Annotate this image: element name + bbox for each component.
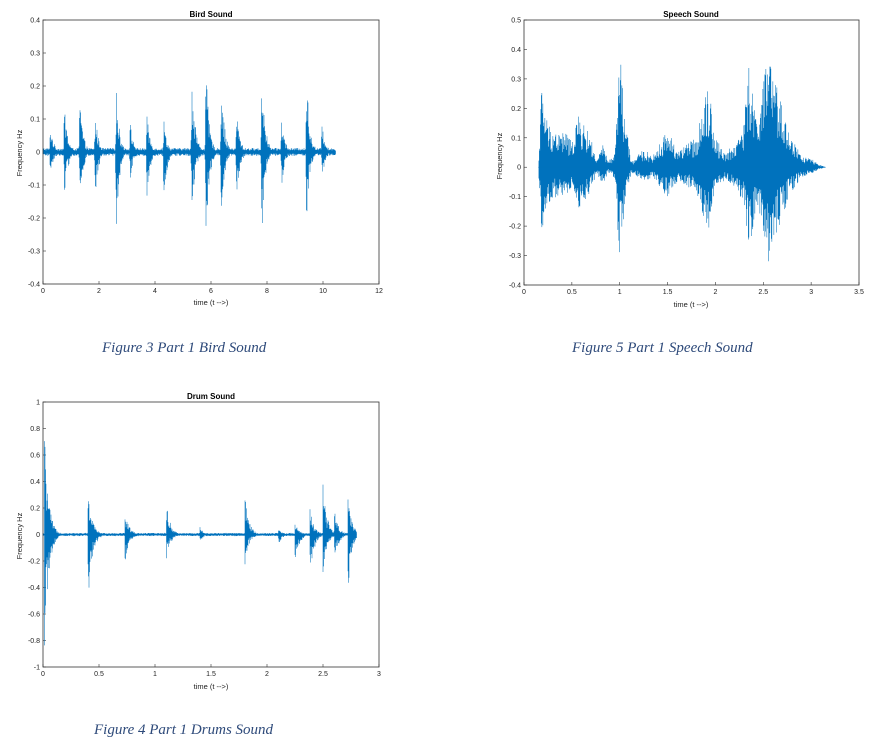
x-tick-label: 6 <box>209 288 213 295</box>
x-tick-label: 0 <box>41 671 45 678</box>
x-tick-label: 3 <box>377 671 381 678</box>
y-tick-label: 0 <box>36 150 40 157</box>
plot-frame <box>42 401 380 668</box>
y-tick-label: -0.2 <box>28 216 40 223</box>
y-axis-label: Frequency Hz <box>15 512 24 559</box>
y-tick-label: 0.8 <box>30 426 40 433</box>
y-tick-label: 0.5 <box>511 18 521 25</box>
x-tick-label: 2 <box>265 671 269 678</box>
speech-sound-chart: Speech Sound time (t -->) Frequency Hz 0… <box>495 10 864 309</box>
y-tick-label: 0.1 <box>511 135 521 142</box>
x-tick-label: 1.5 <box>663 289 673 296</box>
drum-sound-chart: Drum Sound time (t -->) Frequency Hz 0 0.… <box>15 392 381 691</box>
x-tick-label: 3 <box>809 289 813 296</box>
bird-sound-chart: Bird Sound time (t -->) Frequency Hz 0 2 4… <box>15 10 383 307</box>
waveform <box>42 85 336 226</box>
y-tick-label: -0.2 <box>28 559 40 566</box>
y-tick-label: -0.3 <box>28 249 40 256</box>
x-tick-label: 10 <box>319 288 327 295</box>
y-tick-label: -0.8 <box>28 638 40 645</box>
y-tick-label: -1 <box>34 665 40 672</box>
y-tick-label: -0.1 <box>509 194 521 201</box>
tick-labels: 0 0.5 1 1.5 2 2.5 3 3.5 -0.4 -0.3 -0.2 -0.1 0 0.1 0.2 0… <box>509 18 864 297</box>
y-tick-label: -0.4 <box>28 585 40 592</box>
x-tick-label: 0 <box>41 288 45 295</box>
x-tick-label: 2 <box>97 288 101 295</box>
x-tick-label: 0.5 <box>94 671 104 678</box>
tick-labels: 0 2 4 6 8 10 12 -0.4 -0.3 -0.2 -0.1 0 0.1 0.2 0.3 0.4 <box>28 18 383 296</box>
waveform-series <box>42 85 336 226</box>
plot-frame <box>42 19 380 285</box>
x-tick-label: 12 <box>375 288 383 295</box>
chart-title: Bird Sound <box>189 10 232 19</box>
y-tick-label: -0.2 <box>509 224 521 231</box>
tick-labels: 0 0.5 1 1.5 2 2.5 3 -1 -0.8 -0.6 -0.4 -0.2 0 0.2 0.4 0.… <box>28 400 381 679</box>
y-tick-label: -0.1 <box>28 183 40 190</box>
x-axis-label: time (t -->) <box>194 298 229 307</box>
x-tick-label: 1.5 <box>206 671 216 678</box>
plot-frame <box>523 19 860 286</box>
y-tick-label: -0.4 <box>28 282 40 289</box>
y-tick-label: -0.4 <box>509 283 521 290</box>
x-tick-label: 2 <box>713 289 717 296</box>
x-tick-label: 0.5 <box>567 289 577 296</box>
waveform-series <box>538 64 826 262</box>
y-tick-label: 0.4 <box>30 479 40 486</box>
waveform <box>42 441 357 646</box>
y-tick-label: 0.4 <box>511 47 521 54</box>
x-tick-label: 0 <box>522 289 526 296</box>
y-tick-label: 0.1 <box>30 117 40 124</box>
y-tick-label: 0.4 <box>30 18 40 25</box>
y-tick-label: 0.2 <box>30 84 40 91</box>
x-tick-label: 2.5 <box>318 671 328 678</box>
y-tick-label: 0.6 <box>30 453 40 460</box>
y-tick-label: 0.3 <box>511 76 521 83</box>
x-tick-label: 1 <box>153 671 157 678</box>
figure-caption-bird: Figure 3 Part 1 Bird Sound <box>102 340 267 356</box>
waveform <box>538 64 826 262</box>
y-tick-label: 0 <box>517 165 521 172</box>
y-tick-label: 0.3 <box>30 51 40 58</box>
figure-caption-speech: Figure 5 Part 1 Speech Sound <box>572 340 753 356</box>
x-axis-label: time (t -->) <box>194 682 229 691</box>
chart-title: Drum Sound <box>187 392 235 401</box>
x-tick-label: 3.5 <box>854 289 864 296</box>
y-tick-label: 0.2 <box>511 106 521 113</box>
figure-caption-drums: Figure 4 Part 1 Drums Sound <box>94 722 274 738</box>
y-tick-label: 1 <box>36 400 40 407</box>
y-tick-label: -0.3 <box>509 253 521 260</box>
y-tick-label: 0 <box>36 532 40 539</box>
x-tick-label: 4 <box>153 288 157 295</box>
x-tick-label: 2.5 <box>758 289 768 296</box>
x-axis-label: time (t -->) <box>674 300 709 309</box>
x-tick-label: 8 <box>265 288 269 295</box>
y-axis-label: Frequency Hz <box>495 132 504 179</box>
y-tick-label: -0.6 <box>28 612 40 619</box>
y-axis-label: Frequency Hz <box>15 129 24 176</box>
y-tick-label: 0.2 <box>30 506 40 513</box>
x-tick-label: 1 <box>618 289 622 296</box>
chart-title: Speech Sound <box>663 10 719 19</box>
waveform-series <box>42 441 357 646</box>
